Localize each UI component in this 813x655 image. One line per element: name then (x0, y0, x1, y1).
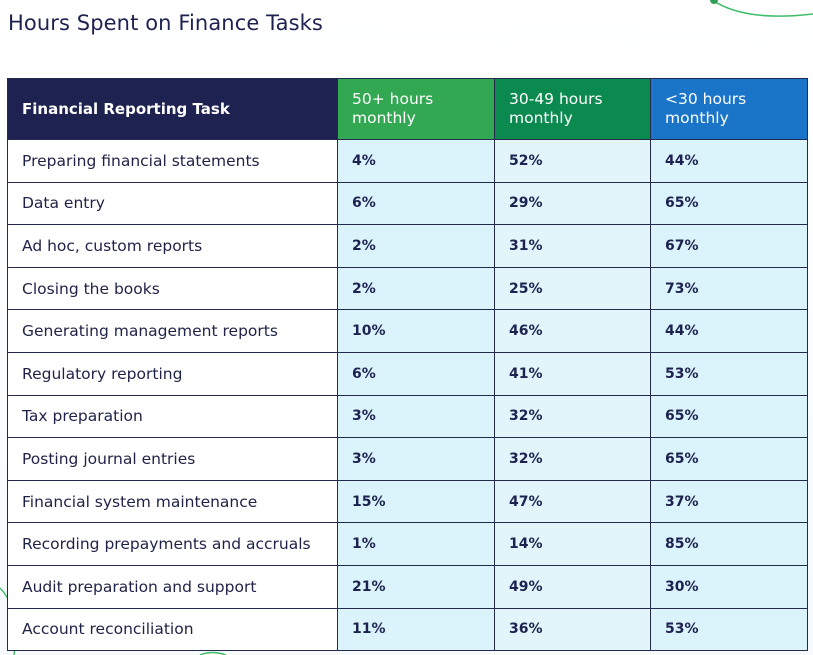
table-row: Posting journal entries 3% 32% 65% (7, 437, 808, 481)
table-row: Recording prepayments and accruals 1% 14% 8… (7, 522, 808, 566)
task-cell: Ad hoc, custom reports (7, 224, 338, 268)
value-50-plus-cell: 10% (337, 309, 495, 353)
value-50-plus-cell: 3% (337, 437, 495, 481)
table-row: Ad hoc, custom reports 2% 31% 67% (7, 224, 808, 268)
value-30-49-cell: 31% (494, 224, 651, 268)
value-50-plus-cell: 11% (337, 607, 495, 652)
value-30-49-cell: 47% (494, 479, 651, 524)
value-50-plus-cell: 6% (337, 351, 495, 396)
value-30-49-cell: 36% (494, 607, 651, 652)
column-header-task: Financial Reporting Task (7, 78, 338, 140)
value-30-49-cell: 25% (494, 266, 651, 311)
value-50-plus-cell: 15% (337, 479, 495, 524)
value-50-plus-cell: 21% (337, 564, 495, 609)
value-under-30-cell: 85% (650, 522, 808, 566)
task-cell: Posting journal entries (7, 437, 338, 481)
value-30-49-cell: 32% (494, 394, 651, 439)
value-under-30-cell: 53% (650, 607, 808, 652)
task-cell: Account reconciliation (7, 607, 338, 652)
value-under-30-cell: 53% (650, 351, 808, 396)
value-30-49-cell: 41% (494, 351, 651, 396)
value-under-30-cell: 37% (650, 479, 808, 524)
value-under-30-cell: 30% (650, 564, 808, 609)
task-cell: Audit preparation and support (7, 564, 338, 609)
value-under-30-cell: 44% (650, 309, 808, 353)
task-cell: Data entry (7, 181, 338, 226)
task-cell: Tax preparation (7, 394, 338, 439)
value-30-49-cell: 49% (494, 564, 651, 609)
table-row: Closing the books 2% 25% 73% (7, 266, 808, 311)
top-right-dot (710, 0, 718, 4)
value-50-plus-cell: 2% (337, 224, 495, 268)
column-header-under-30: <30 hours monthly (650, 78, 808, 140)
task-cell: Preparing financial statements (7, 139, 338, 183)
table-row: Account reconciliation 11% 36% 53% (7, 607, 808, 652)
value-under-30-cell: 67% (650, 224, 808, 268)
value-30-49-cell: 32% (494, 437, 651, 481)
value-50-plus-cell: 3% (337, 394, 495, 439)
task-cell: Recording prepayments and accruals (7, 522, 338, 566)
value-under-30-cell: 65% (650, 437, 808, 481)
value-under-30-cell: 44% (650, 139, 808, 183)
value-50-plus-cell: 1% (337, 522, 495, 566)
value-under-30-cell: 65% (650, 181, 808, 226)
task-cell: Closing the books (7, 266, 338, 311)
table-row: Data entry 6% 29% 65% (7, 181, 808, 226)
value-under-30-cell: 65% (650, 394, 808, 439)
table-row: Audit preparation and support 21% 49% 30% (7, 564, 808, 609)
top-right-curve (711, 0, 813, 17)
value-30-49-cell: 29% (494, 181, 651, 226)
header-row: Financial Reporting Task 50+ hours month… (7, 78, 808, 140)
finance-tasks-table: Financial Reporting Task 50+ hours month… (7, 78, 808, 652)
task-cell: Financial system maintenance (7, 479, 338, 524)
value-50-plus-cell: 6% (337, 181, 495, 226)
table-row: Financial system maintenance 15% 47% 37% (7, 479, 808, 524)
value-30-49-cell: 46% (494, 309, 651, 353)
value-50-plus-cell: 4% (337, 139, 495, 183)
value-30-49-cell: 52% (494, 139, 651, 183)
task-cell: Regulatory reporting (7, 351, 338, 396)
page-title: Hours Spent on Finance Tasks (8, 11, 323, 35)
value-50-plus-cell: 2% (337, 266, 495, 311)
task-cell: Generating management reports (7, 309, 338, 353)
table-row: Tax preparation 3% 32% 65% (7, 394, 808, 439)
table-row: Preparing financial statements 4% 52% 44% (7, 139, 808, 183)
column-header-50-plus: 50+ hours monthly (337, 78, 495, 140)
value-30-49-cell: 14% (494, 522, 651, 566)
table-body: Preparing financial statements 4% 52% 44% Da… (7, 139, 808, 652)
column-header-30-49: 30-49 hours monthly (494, 78, 651, 140)
table-row: Generating management reports 10% 46% 44% (7, 309, 808, 353)
value-under-30-cell: 73% (650, 266, 808, 311)
table-row: Regulatory reporting 6% 41% 53% (7, 351, 808, 396)
